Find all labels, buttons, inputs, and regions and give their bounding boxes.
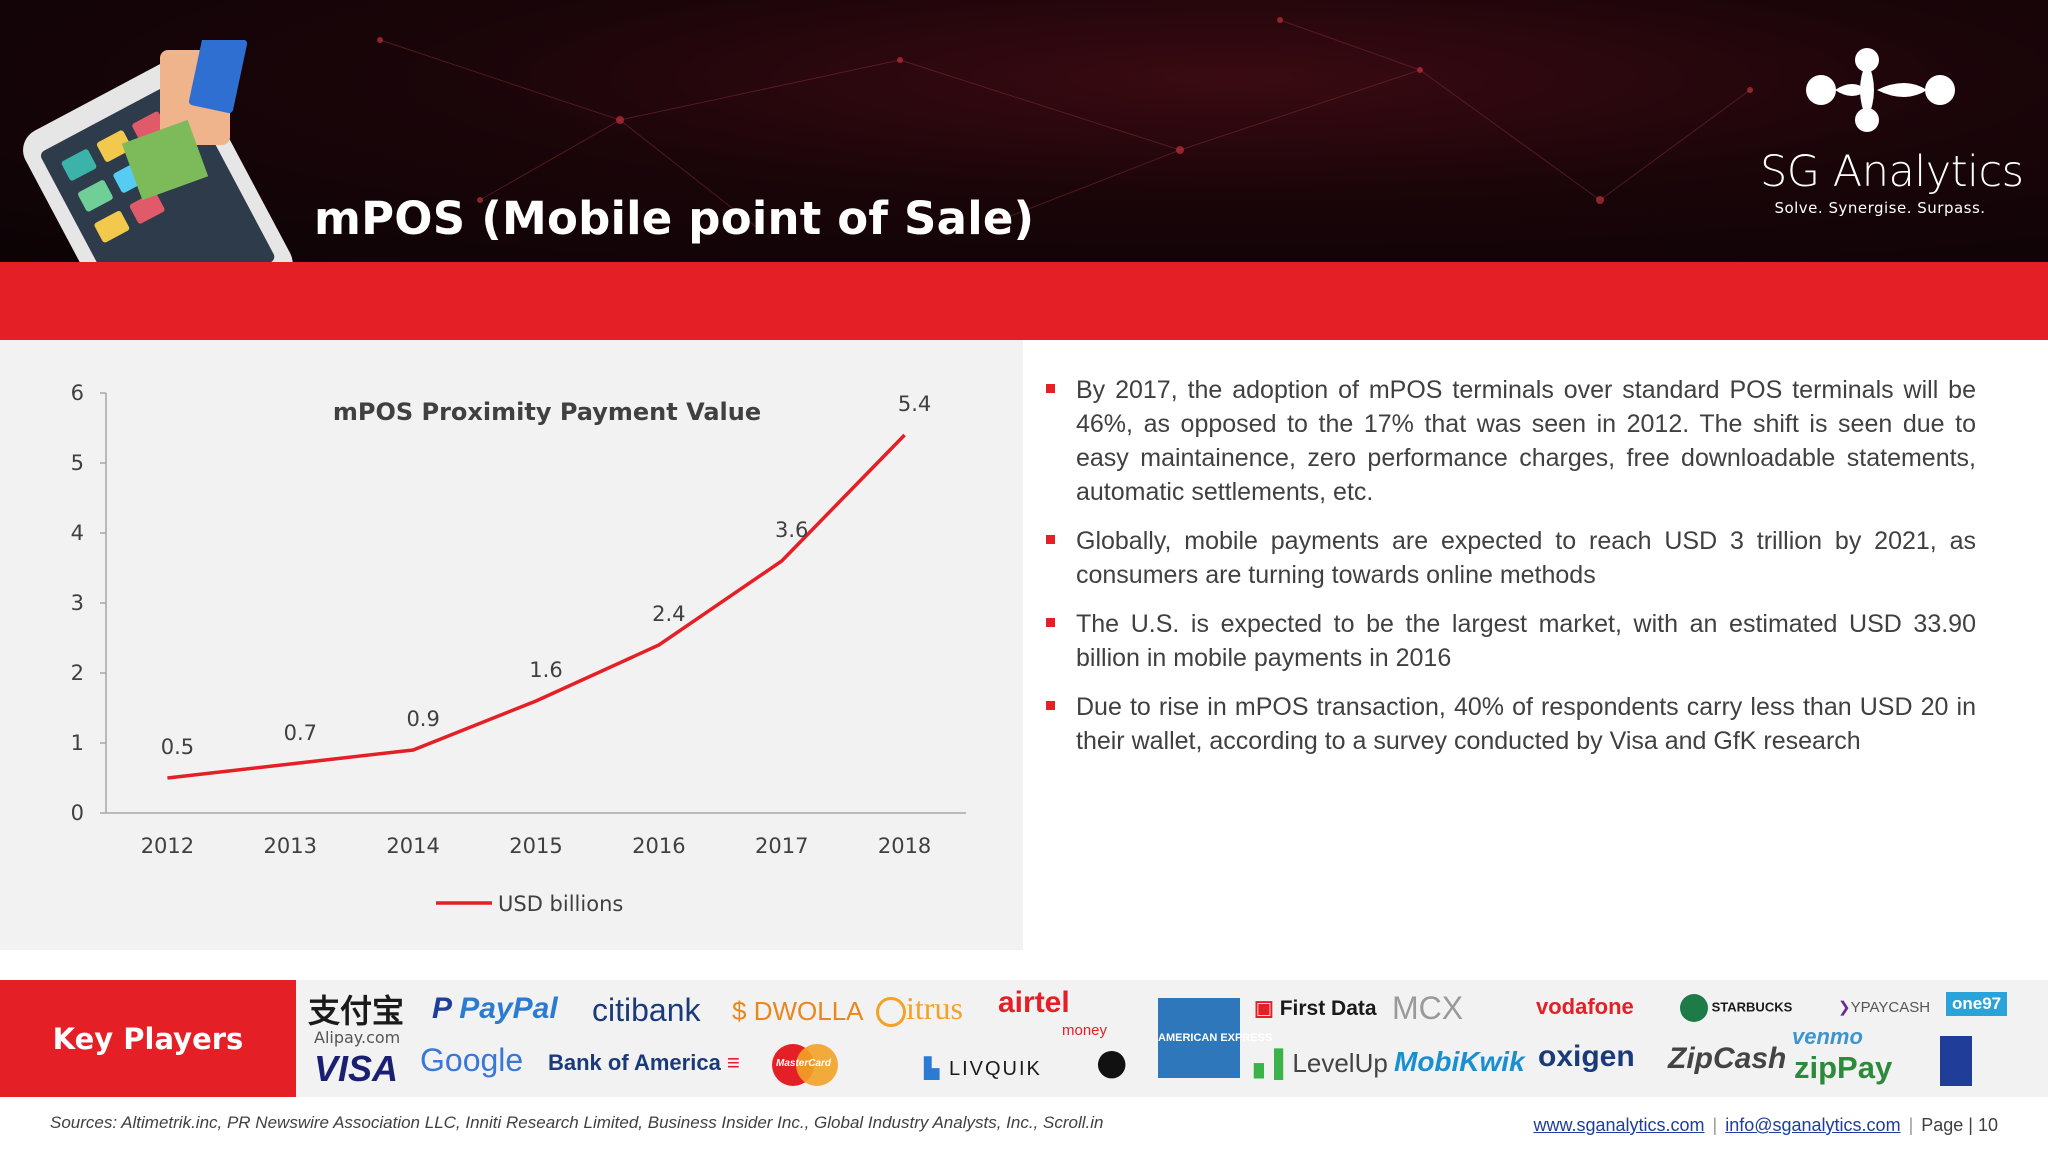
key-players-box: Key Players — [0, 980, 296, 1097]
legend: USD billions — [436, 892, 623, 916]
bullet-text: The U.S. is expected to be the largest m… — [1076, 610, 1976, 672]
levelup-logo: ▖▌LevelUp — [1254, 1048, 1388, 1078]
footer-links: www.sganalytics.com | info@sganalytics.com… — [1508, 1115, 1998, 1136]
livquik-logo: ▙ LIVQUIK — [924, 1058, 1042, 1080]
bofa-flag-icon: ≡ — [726, 1050, 740, 1075]
page-title: mPOS (Mobile point of Sale) — [314, 192, 1035, 245]
x-axis-labels: 2012 2013 2014 2015 2016 2017 2018 — [141, 834, 932, 858]
airtel-logo: airtel — [998, 986, 1070, 1019]
x-tick-label: 2013 — [264, 834, 317, 858]
header-banner: mPOS (Mobile point of Sale) SG Analytics… — [0, 0, 2048, 262]
dwolla-logo: $ DWOLLA — [732, 996, 864, 1026]
venmo-logo: venmo — [1792, 1024, 1863, 1049]
series-line-usd-billions — [167, 433, 906, 780]
firstdata-logo: ▣ First Data — [1254, 997, 1377, 1020]
logo-name: SG Analytics — [1760, 147, 2024, 197]
website-link[interactable]: www.sganalytics.com — [1533, 1115, 1705, 1135]
ypaycash-logo: ❯YPAYCASH — [1838, 999, 1931, 1016]
y-tick-label: 5 — [71, 451, 84, 475]
bank-of-america-logo: Bank of America ≡ — [548, 1050, 740, 1075]
data-label: 3.6 — [775, 518, 808, 542]
livquik-icon: ▙ — [924, 1058, 942, 1080]
x-tick-label: 2017 — [755, 834, 808, 858]
bullet-item: By 2017, the adoption of mPOS terminals … — [1040, 373, 1976, 509]
chart-panel: mPOS Proximity Payment Value 0 1 2 3 4 5 6 201… — [0, 340, 1023, 950]
phone-illustration — [23, 40, 293, 262]
sources-note: Sources: Altimetrik.inc, PR Newswire Ass… — [50, 1113, 1104, 1132]
bullet-text: Globally, mobile payments are expected t… — [1076, 527, 1976, 589]
visa-logo: VISA — [314, 1048, 399, 1089]
bullet-text: By 2017, the adoption of mPOS terminals … — [1076, 376, 1976, 506]
data-label: 0.7 — [284, 721, 317, 745]
bullet-item: The U.S. is expected to be the largest m… — [1040, 607, 1976, 675]
chart-title: mPOS Proximity Payment Value — [333, 398, 761, 426]
alipay-logo-cn: 支付宝 — [308, 992, 405, 1030]
mastercard-logo: MasterCard — [772, 1044, 838, 1086]
line-chart: mPOS Proximity Payment Value 0 1 2 3 4 5 6 201… — [71, 381, 966, 916]
x-tick-label: 2012 — [141, 834, 194, 858]
y-axis-labels: 0 1 2 3 4 5 6 — [71, 381, 84, 825]
logo-tagline: Solve. Synergise. Surpass. — [1774, 199, 1986, 217]
header-red-band — [0, 262, 2048, 340]
data-label: 0.5 — [161, 735, 194, 759]
paypal-logo: P PayPal — [432, 992, 558, 1025]
bullet-marker-icon — [1046, 384, 1055, 393]
citrus-logo: itrus — [876, 990, 963, 1027]
separator: | — [1712, 1115, 1718, 1135]
apple-logo-icon: ● — [1096, 1042, 1128, 1083]
oxigen-logo: oxigen — [1538, 1040, 1635, 1073]
y-tick-label: 1 — [71, 731, 84, 755]
key-players-logos: 支付宝 Alipay.com P PayPal citibank $ DWOLL… — [296, 980, 2048, 1097]
data-label: 0.9 — [406, 707, 439, 731]
chart-axes — [100, 392, 966, 814]
google-logo: Google — [420, 1042, 524, 1078]
data-label: 5.4 — [898, 392, 931, 416]
sg-logo-mark-icon — [1806, 48, 1955, 132]
amex-logo: AMERICAN EXPRESS — [1158, 998, 1272, 1078]
legend-label: USD billions — [498, 892, 623, 916]
one97-logo: one97 — [1946, 992, 2008, 1016]
separator: | — [1908, 1115, 1914, 1135]
data-label: 1.6 — [529, 658, 562, 682]
one97-blue-icon — [1940, 1036, 1972, 1086]
y-tick-label: 6 — [71, 381, 84, 405]
bullet-list: By 2017, the adoption of mPOS terminals … — [1040, 373, 1976, 773]
x-tick-label: 2018 — [878, 834, 931, 858]
network-background — [377, 17, 1753, 233]
citrus-c-icon — [876, 996, 906, 1027]
starbucks-icon — [1680, 994, 1708, 1022]
y-tick-label: 0 — [71, 801, 84, 825]
bullet-marker-icon — [1046, 618, 1055, 627]
citibank-logo: citibank — [592, 992, 701, 1028]
zipcash-logo: ZipCash — [1668, 1042, 1787, 1075]
airtel-money-label: money — [1062, 1022, 1108, 1039]
paypal-p-icon: P — [432, 992, 451, 1025]
x-tick-label: 2015 — [509, 834, 562, 858]
mcx-logo: MCX — [1392, 990, 1464, 1026]
firstdata-mark-icon: ▣ — [1254, 997, 1274, 1020]
levelup-bars-icon: ▖▌ — [1254, 1048, 1293, 1078]
x-tick-label: 2014 — [386, 834, 439, 858]
x-tick-label: 2016 — [632, 834, 685, 858]
y-tick-label: 2 — [71, 661, 84, 685]
data-label: 2.4 — [652, 602, 685, 626]
zippay-logo: zipPay — [1794, 1050, 1893, 1085]
mobikwik-logo: MobiKwik — [1394, 1046, 1525, 1077]
vodafone-logo: vodafone — [1536, 994, 1634, 1019]
bullet-text: Due to rise in mPOS transaction, 40% of … — [1076, 693, 1976, 755]
page-number: Page | 10 — [1921, 1115, 1998, 1135]
bullet-item: Due to rise in mPOS transaction, 40% of … — [1040, 690, 1976, 758]
sg-analytics-logo[interactable]: SG Analytics Solve. Synergise. Surpass. — [1760, 38, 2024, 217]
y-tick-label: 3 — [71, 591, 84, 615]
bullet-item: Globally, mobile payments are expected t… — [1040, 524, 1976, 592]
y-tick-label: 4 — [71, 521, 84, 545]
email-link[interactable]: info@sganalytics.com — [1725, 1115, 1901, 1135]
bullet-marker-icon — [1046, 535, 1055, 544]
key-players-label: Key Players — [52, 1021, 244, 1056]
starbucks-logo: STARBUCKS — [1680, 994, 1792, 1022]
alipay-logo: Alipay.com — [314, 1028, 401, 1047]
data-labels: 0.5 0.7 0.9 1.6 2.4 3.6 5.4 — [161, 392, 932, 759]
bullet-marker-icon — [1046, 701, 1055, 710]
